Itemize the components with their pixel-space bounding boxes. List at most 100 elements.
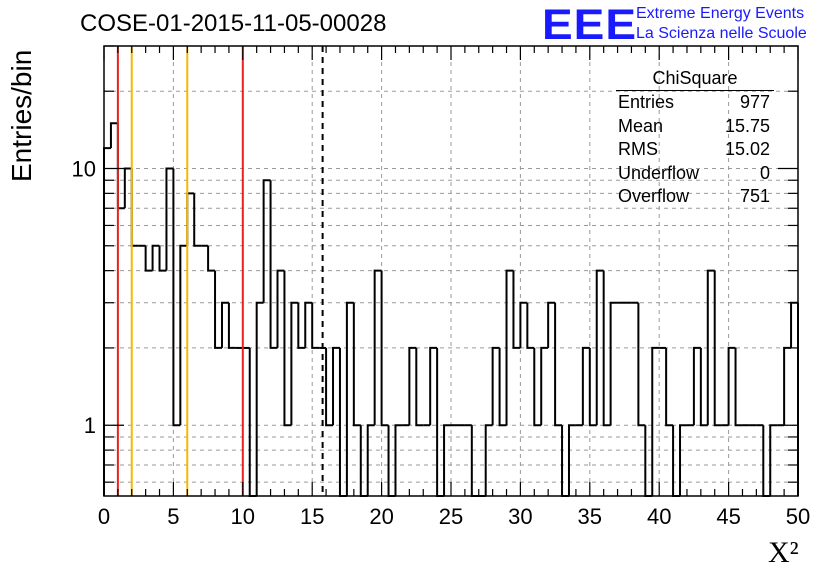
- histogram-bin: [644, 425, 653, 497]
- histogram-bin: [484, 424, 493, 496]
- histogram-bin: [609, 301, 618, 426]
- histogram-bin: [679, 424, 687, 496]
- histogram-bin: [116, 123, 125, 210]
- stats-value: 0: [759, 162, 770, 183]
- x-axis-label: X²: [768, 536, 799, 569]
- stats-title: ChiSquare: [616, 66, 774, 91]
- histogram-bin: [311, 302, 320, 349]
- stats-value: 977: [739, 92, 770, 112]
- histogram-bin: [498, 347, 507, 427]
- histogram-bin: [672, 425, 681, 497]
- histogram-bin: [429, 346, 438, 426]
- histogram-bin: [512, 270, 521, 349]
- histogram-bin: [325, 347, 334, 427]
- histogram-bin: [727, 346, 736, 426]
- histogram-bin: [366, 424, 375, 496]
- y-tick-label: 10: [72, 156, 96, 181]
- histogram-bin: [790, 301, 798, 348]
- histogram-bin: [123, 167, 132, 209]
- y-axis-label: Entries/bin: [6, 49, 37, 182]
- stats-value: 751: [739, 186, 770, 206]
- histogram-bin: [165, 167, 174, 271]
- histogram-bin: [220, 301, 229, 348]
- histogram-bin: [345, 301, 354, 496]
- histogram-bin: [193, 193, 202, 247]
- histogram-bin: [540, 346, 549, 426]
- logo-line-1: Extreme Energy Events: [636, 5, 805, 22]
- histogram-bin: [151, 244, 160, 271]
- histogram-bin: [109, 122, 118, 149]
- stats-label: Overflow: [618, 186, 690, 206]
- histogram-bin: [713, 270, 722, 427]
- histogram-bin: [769, 424, 778, 496]
- histogram-bin: [526, 302, 535, 349]
- histogram-bin: [533, 347, 542, 427]
- histogram-bin: [338, 347, 347, 497]
- histogram-bin: [651, 346, 660, 496]
- histogram-bin: [567, 424, 576, 496]
- logo-line-2: La Scienza nelle Scuole: [636, 25, 807, 42]
- histogram-bin: [352, 302, 361, 427]
- stats-value: 15.75: [724, 115, 770, 136]
- stats-row-mean: Mean 15.75: [608, 115, 778, 139]
- marker-lines: [116, 46, 324, 496]
- x-tick-label: 40: [647, 504, 671, 529]
- y-tick-label: 1: [84, 413, 96, 438]
- histogram-bin: [304, 301, 313, 348]
- histogram-bin: [505, 269, 514, 426]
- histogram-bin: [248, 347, 257, 497]
- x-tick-label: 20: [369, 504, 393, 529]
- stats-label: RMS: [618, 139, 658, 159]
- x-tick-label: 45: [716, 504, 740, 529]
- histogram-bin: [373, 269, 382, 426]
- x-tick-label: 35: [578, 504, 602, 529]
- histogram-bin: [186, 192, 195, 246]
- histogram-bin: [387, 425, 396, 497]
- histogram-bin: [762, 425, 771, 497]
- histogram-bin: [255, 301, 264, 496]
- histogram-bin: [734, 347, 743, 427]
- histogram-bin: [290, 301, 299, 426]
- tick-labels: 0 5 10 15 20 25 30 35 40 45 50 1 10: [72, 156, 811, 529]
- histogram-bin: [207, 245, 216, 272]
- stats-row-overflow: Overflow 751: [608, 185, 778, 209]
- histogram-bin: [394, 424, 403, 496]
- histogram-bin: [172, 168, 181, 427]
- histogram-bin: [595, 269, 604, 426]
- eee-logo-mark: EEE: [542, 0, 638, 49]
- x-tick-label: 0: [98, 504, 110, 529]
- histogram-bin: [665, 347, 674, 427]
- x-tick-label: 15: [300, 504, 324, 529]
- stats-label: Entries: [618, 92, 675, 112]
- histogram-bin: [179, 244, 188, 426]
- histogram-bin: [415, 347, 424, 427]
- histogram-bin: [699, 347, 708, 427]
- stats-row-underflow: Underflow 0: [608, 162, 778, 186]
- stats-row-rms: RMS 15.02: [608, 138, 778, 162]
- histogram-bin: [269, 180, 278, 349]
- stats-label: Mean: [618, 115, 664, 136]
- x-tick-label: 50: [786, 504, 810, 529]
- stats-box: ChiSquare Entries 977 Mean 15.75 RMS 15.…: [608, 66, 778, 209]
- histogram-bin: [588, 347, 597, 427]
- histogram-bin: [470, 425, 479, 497]
- histogram-bin: [561, 425, 569, 497]
- histogram-bin: [144, 245, 153, 272]
- histogram-bin: [491, 346, 500, 426]
- histogram-bin: [283, 270, 292, 427]
- histogram-bin: [443, 424, 451, 496]
- histogram-bin: [214, 270, 222, 349]
- histogram-bin: [706, 269, 715, 426]
- histogram-bin: [436, 347, 445, 497]
- plot-title: COSE-01-2015-11-05-00028: [80, 10, 387, 37]
- histogram-bin: [297, 302, 306, 349]
- histogram-bin: [227, 302, 236, 349]
- x-tick-label: 25: [439, 504, 463, 529]
- histogram-bin: [547, 301, 556, 348]
- x-tick-label: 10: [231, 504, 255, 529]
- stats-value: 15.02: [724, 139, 770, 159]
- histogram-bin: [692, 346, 701, 426]
- axes: [103, 45, 799, 497]
- histogram-bin: [602, 270, 611, 427]
